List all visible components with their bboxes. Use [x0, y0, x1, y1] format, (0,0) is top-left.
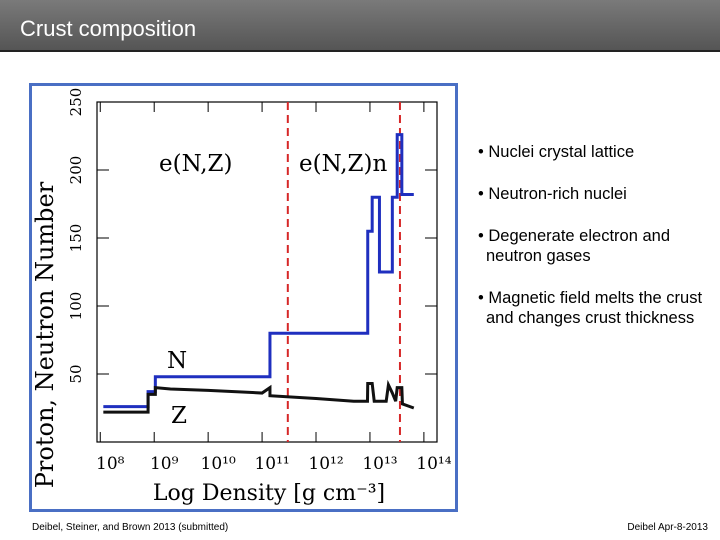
annotation: e(N,Z)n: [299, 151, 388, 177]
series-label: Z: [171, 403, 187, 429]
y-tick-label: 100: [67, 292, 85, 321]
title-bar: Crust composition: [0, 0, 720, 52]
y-axis-label: Proton, Neutron Number: [31, 181, 59, 488]
footer-left: Deibel, Steiner, and Brown 2013 (submitt…: [32, 522, 229, 533]
chart: Proton, Neutron Number Log Density [g cm…: [29, 83, 458, 512]
series-label: N: [167, 348, 187, 374]
y-tick-label: 200: [67, 156, 85, 185]
series-line: [103, 379, 415, 414]
x-tick-label: 10¹³: [362, 454, 397, 474]
y-tick-label: 50: [67, 364, 85, 383]
bullet-list: • Nuclei crystal lattice • Neutron-rich …: [478, 142, 708, 350]
x-axis-label: Log Density [g cm⁻³]: [153, 481, 385, 506]
bullet: • Degenerate electron and neutron gases: [478, 227, 670, 265]
bullet: • Neutron-rich nuclei: [478, 185, 627, 203]
bullet: • Magnetic field melts the crust and cha…: [478, 289, 703, 327]
x-tick-label: 10¹⁴: [416, 454, 451, 474]
footer-right: Deibel Apr-8-2013: [627, 522, 708, 533]
x-tick-label: 10¹²: [308, 454, 343, 474]
y-tick-label: 150: [67, 224, 85, 253]
slide-title: Crust composition: [20, 16, 197, 41]
y-tick-label: 250: [67, 88, 85, 117]
plot-frame: [96, 101, 438, 443]
figure-frame: [29, 83, 458, 512]
x-tick-label: 10⁸: [96, 454, 125, 474]
x-tick-label: 10¹¹: [254, 454, 289, 474]
bullet: • Nuclei crystal lattice: [478, 143, 635, 161]
x-tick-label: 10¹⁰: [201, 454, 236, 474]
x-tick-label: 10⁹: [150, 454, 179, 474]
annotation: e(N,Z): [159, 151, 233, 177]
